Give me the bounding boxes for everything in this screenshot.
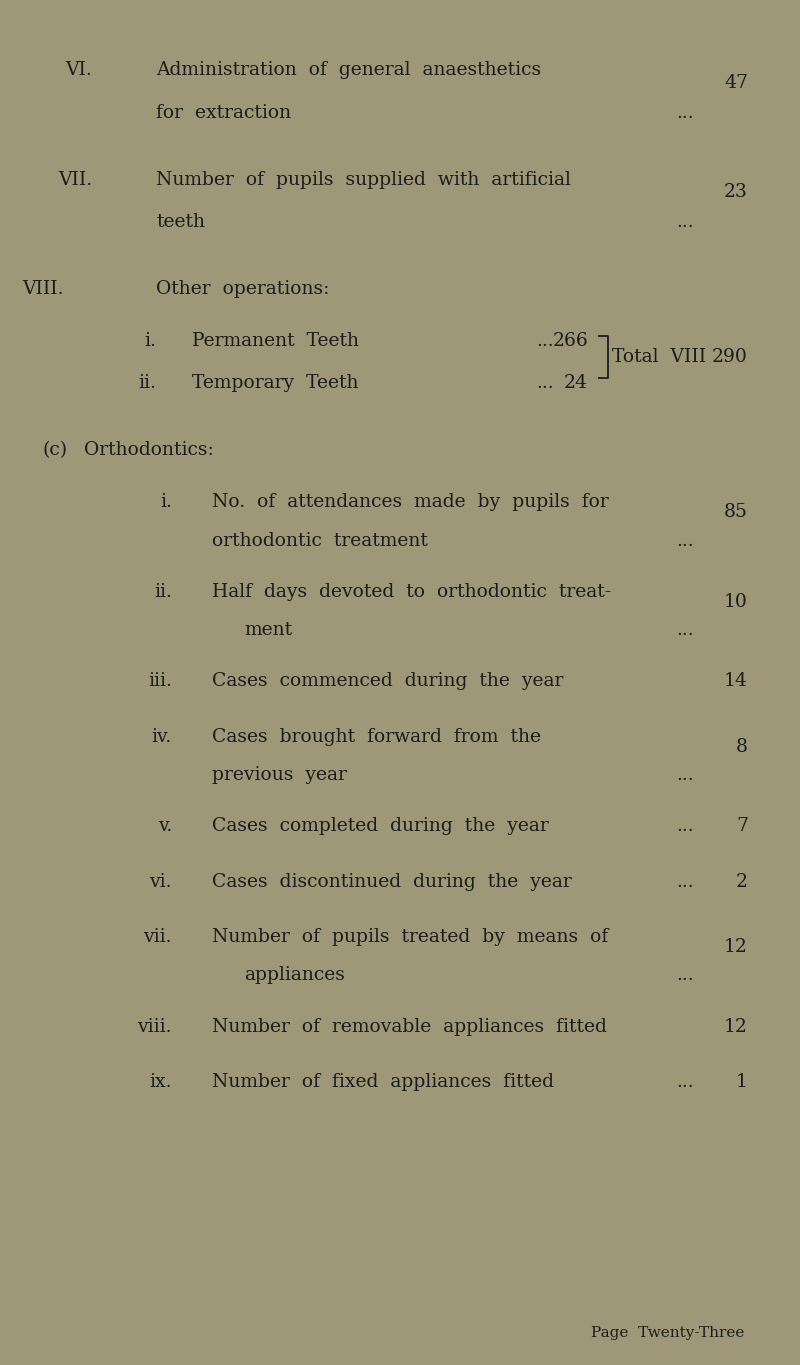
Text: Cases  completed  during  the  year: Cases completed during the year <box>212 818 549 835</box>
Text: previous  year: previous year <box>212 766 347 784</box>
Text: VI.: VI. <box>66 61 92 79</box>
Text: ...: ... <box>676 104 694 121</box>
Text: 23: 23 <box>724 183 748 201</box>
Text: viii.: viii. <box>138 1018 172 1036</box>
Text: Other  operations:: Other operations: <box>156 280 330 298</box>
Text: ...: ... <box>676 213 694 231</box>
Text: ix.: ix. <box>150 1073 172 1091</box>
Text: Orthodontics:: Orthodontics: <box>84 441 214 459</box>
Text: iii.: iii. <box>148 673 172 691</box>
Text: appliances: appliances <box>244 966 345 984</box>
Text: vii.: vii. <box>143 928 172 946</box>
Text: Number  of  fixed  appliances  fitted: Number of fixed appliances fitted <box>212 1073 554 1091</box>
Text: Permanent  Teeth: Permanent Teeth <box>192 332 359 349</box>
Text: 266: 266 <box>552 332 588 349</box>
Text: 290: 290 <box>712 348 748 366</box>
Text: Temporary  Teeth: Temporary Teeth <box>192 374 358 392</box>
Text: Cases  discontinued  during  the  year: Cases discontinued during the year <box>212 872 572 891</box>
Text: 85: 85 <box>724 504 748 521</box>
Text: VII.: VII. <box>58 171 92 188</box>
Text: ...: ... <box>676 1073 694 1091</box>
Text: (c): (c) <box>43 441 68 459</box>
Text: ...: ... <box>676 766 694 784</box>
Text: ...: ... <box>676 531 694 550</box>
Text: i.: i. <box>160 493 172 512</box>
Text: iv.: iv. <box>152 728 172 745</box>
Text: Total  VIII: Total VIII <box>612 348 706 366</box>
Text: ...: ... <box>676 872 694 891</box>
Text: i.: i. <box>144 332 156 349</box>
Text: 7: 7 <box>736 818 748 835</box>
Text: 47: 47 <box>724 74 748 91</box>
Text: Number  of  pupils  supplied  with  artificial: Number of pupils supplied with artificia… <box>156 171 571 188</box>
Text: Administration  of  general  anaesthetics: Administration of general anaesthetics <box>156 61 541 79</box>
Text: ii.: ii. <box>154 583 172 601</box>
Text: ...: ... <box>676 966 694 984</box>
Text: vi.: vi. <box>150 872 172 891</box>
Text: 8: 8 <box>736 738 748 756</box>
Text: Number  of  removable  appliances  fitted: Number of removable appliances fitted <box>212 1018 607 1036</box>
Text: ii.: ii. <box>138 374 156 392</box>
Text: Page  Twenty-Three: Page Twenty-Three <box>590 1327 744 1340</box>
Text: 12: 12 <box>724 1018 748 1036</box>
Text: 1: 1 <box>736 1073 748 1091</box>
Text: ment: ment <box>244 621 292 639</box>
Text: 2: 2 <box>736 872 748 891</box>
Text: 14: 14 <box>724 673 748 691</box>
Text: Half  days  devoted  to  orthodontic  treat-: Half days devoted to orthodontic treat- <box>212 583 611 601</box>
Text: 24: 24 <box>564 374 588 392</box>
Text: 12: 12 <box>724 938 748 957</box>
Text: ...: ... <box>536 374 554 392</box>
Text: 10: 10 <box>724 592 748 612</box>
Text: ...: ... <box>676 621 694 639</box>
Text: v.: v. <box>158 818 172 835</box>
Text: teeth: teeth <box>156 213 205 231</box>
Text: Number  of  pupils  treated  by  means  of: Number of pupils treated by means of <box>212 928 608 946</box>
Text: VIII.: VIII. <box>22 280 64 298</box>
Text: ...: ... <box>676 818 694 835</box>
Text: orthodontic  treatment: orthodontic treatment <box>212 531 428 550</box>
Text: No.  of  attendances  made  by  pupils  for: No. of attendances made by pupils for <box>212 493 609 512</box>
Text: Cases  commenced  during  the  year: Cases commenced during the year <box>212 673 563 691</box>
Text: for  extraction: for extraction <box>156 104 291 121</box>
Text: ...: ... <box>536 332 554 349</box>
Text: Cases  brought  forward  from  the: Cases brought forward from the <box>212 728 541 745</box>
